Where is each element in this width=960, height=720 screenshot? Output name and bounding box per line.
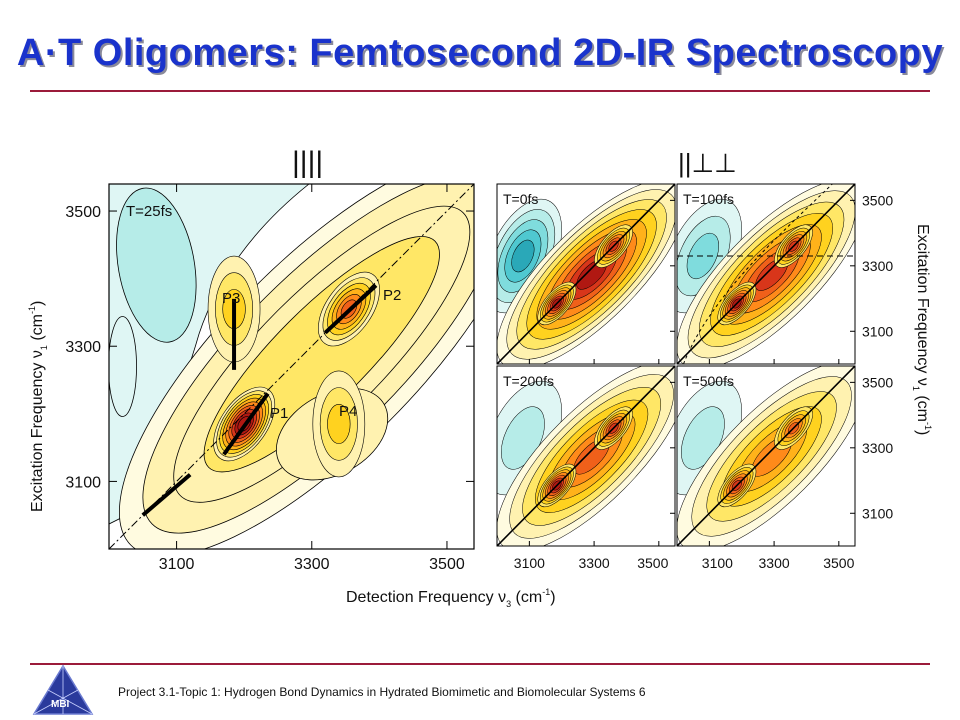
y-axis-label-right: Excitation Frequency ν1 (cm-1) [911, 224, 933, 435]
logo-text: MBI [51, 699, 70, 710]
mbi-logo: MBI [32, 664, 94, 715]
footer-text: Project 3.1-Topic 1: Hydrogen Bond Dynam… [118, 685, 646, 699]
small-x-tick-label-3100: 3100 [514, 555, 545, 571]
small-x-tick-label-3100: 3100 [702, 555, 733, 571]
small-panel-frame-1 [676, 183, 856, 365]
large-contour-plot [109, 184, 474, 549]
large-plot-frame [108, 183, 475, 550]
peak-p4-contour-2 [327, 403, 351, 444]
small-y-tick-label-3300: 3300 [862, 258, 893, 274]
small-diagonal-line [677, 184, 855, 364]
negative-lobe-contour-4 [511, 239, 535, 273]
small-y-tick-label-3100: 3100 [862, 323, 893, 339]
spectra-figure: 3100 3300 3500 3100 3300 3500 3100 3300 3500 3100… [27, 146, 933, 609]
footer-rule [30, 663, 930, 665]
small-panel-frame-0 [496, 183, 676, 365]
small-diagonal-line [497, 366, 675, 546]
small-diagonal-line [497, 184, 675, 364]
small-panel-frame-3 [676, 365, 856, 547]
small-contour-plots [496, 183, 856, 547]
small-y-tick-label-3300: 3300 [862, 440, 893, 456]
time-label-100fs: T=100fs [683, 191, 734, 207]
small-y-tick-label-3500: 3500 [862, 374, 893, 390]
p2-slope-line [323, 283, 378, 335]
small-panel-0 [497, 184, 675, 364]
negative-region-edge [109, 316, 137, 417]
small-x-tick-label-3500: 3500 [823, 555, 854, 571]
small-x-tick-label-3300: 3300 [759, 555, 790, 571]
large-y-tick-label-3500: 3500 [65, 204, 101, 221]
structure-label-mixed: ||⊥⊥ [678, 148, 737, 178]
slide-title: A·T Oligomers: Femtosecond 2D-IR Spectro… [16, 32, 944, 74]
title-rule [30, 90, 930, 92]
diagonal-line [109, 184, 474, 549]
diagonal-segment-low [141, 473, 192, 517]
small-x-tick-label-3300: 3300 [579, 555, 610, 571]
time-label-200fs: T=200fs [503, 373, 554, 389]
time-label-0fs: T=0fs [503, 191, 538, 207]
large-y-tick-label-3300: 3300 [65, 339, 101, 356]
small-y-tick-label-3500: 3500 [862, 192, 893, 208]
structure-label-parallel: |||| [292, 146, 323, 179]
small-y-tick-label-3100: 3100 [862, 505, 893, 521]
large-y-tick-label-3100: 3100 [65, 474, 101, 491]
peak-label-p1: P1 [270, 405, 288, 422]
time-label-500fs: T=500fs [683, 373, 734, 389]
p1-slope-line [222, 392, 270, 456]
large-x-tick-label-3100: 3100 [159, 556, 195, 573]
small-panel-3 [677, 366, 855, 546]
x-axis-label: Detection Frequency ν3 (cm-1) [346, 587, 556, 609]
time-label-large: T=25fs [126, 203, 172, 220]
large-x-tick-label-3300: 3300 [294, 556, 330, 573]
y-axis-label-left: Excitation Frequency ν1 (cm-1) [27, 301, 49, 512]
small-x-tick-label-3500: 3500 [637, 555, 668, 571]
peak-label-p3: P3 [222, 290, 240, 307]
large-x-tick-label-3500: 3500 [429, 556, 465, 573]
peak-label-p2: P2 [383, 287, 401, 304]
small-diagonal-line [677, 366, 855, 546]
negative-region-inner [116, 187, 197, 343]
small-panel-frame-2 [496, 365, 676, 547]
cross-section-curve [683, 184, 833, 364]
small-panel-2 [497, 366, 675, 546]
peak-label-p4: P4 [339, 403, 357, 420]
small-panel-1 [677, 184, 855, 364]
